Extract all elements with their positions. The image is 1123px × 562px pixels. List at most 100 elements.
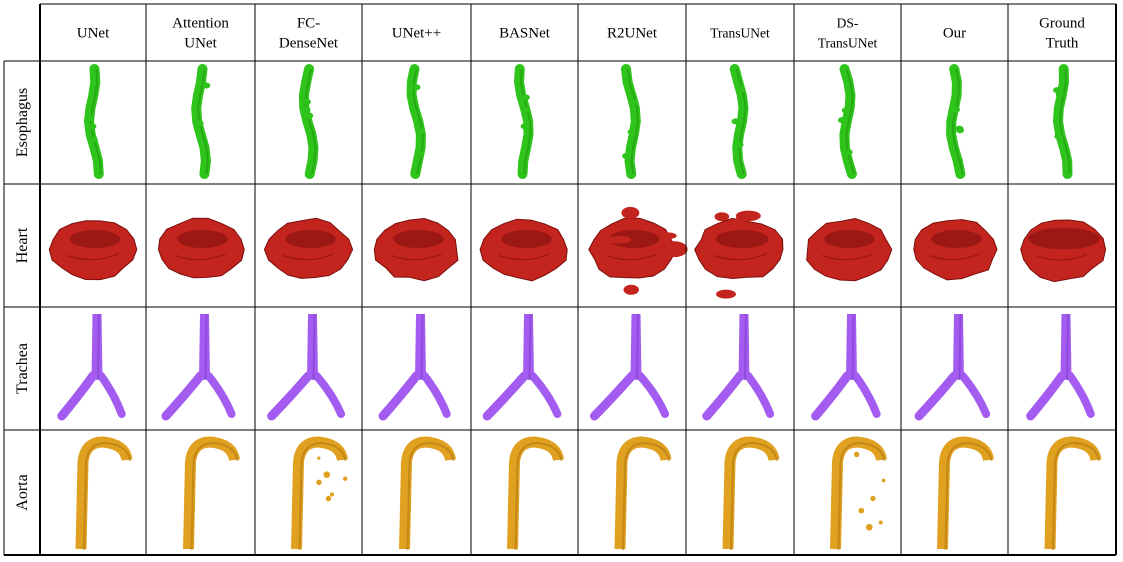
trachea-shade	[851, 313, 855, 380]
heart-cell-attention-unet	[157, 217, 245, 279]
esophagus-cell-ds-transunet	[837, 64, 857, 179]
aorta-shape	[722, 436, 780, 550]
esophagus-bump	[837, 117, 846, 124]
trachea-cell-fc-densenet	[267, 313, 346, 421]
trachea-cell-ds-transunet	[811, 313, 881, 421]
esophagus-bump	[735, 141, 744, 148]
trachea-right-branch	[958, 371, 991, 418]
aorta-fragment	[317, 456, 321, 460]
heart-top-shade	[177, 230, 228, 248]
heart-shape	[694, 217, 784, 280]
esophagus-shape	[514, 64, 534, 179]
trachea-left-branch	[161, 371, 205, 421]
heart-shape	[588, 217, 677, 279]
esophagus-bump	[1053, 87, 1062, 94]
heart-fold	[1036, 253, 1088, 261]
column-header-line: UNet++	[392, 26, 441, 42]
esophagus-shape	[298, 64, 319, 179]
esophagus-bump	[627, 128, 636, 135]
column-header-line: Attention	[172, 16, 229, 32]
heart-fold	[606, 253, 658, 261]
aorta-fragment	[325, 495, 332, 502]
aorta-fragment	[342, 476, 348, 481]
trachea-left-branch	[57, 371, 98, 421]
aorta-shade	[514, 441, 563, 551]
trachea-shade	[528, 313, 532, 380]
esophagus-bump	[521, 94, 530, 101]
heart-fragment	[741, 268, 760, 276]
column-header-r2unet: R2UNet	[607, 26, 658, 42]
heart-cell-unet	[48, 220, 138, 281]
trachea-shade	[204, 313, 208, 380]
column-header-line: BASNet	[499, 26, 551, 42]
esophagus-shape	[946, 64, 966, 179]
esophagus-bump	[1054, 133, 1063, 140]
row-label-aorta: Aorta	[14, 474, 31, 510]
trachea-right-branch	[420, 371, 451, 418]
esophagus-shade	[519, 68, 532, 175]
heart-fragment	[716, 289, 736, 299]
aorta-shape	[1044, 436, 1102, 550]
trachea-left-branch	[589, 371, 637, 421]
heart-top-shade	[285, 230, 336, 248]
heart-fragment	[714, 212, 730, 222]
aorta-shape	[291, 436, 348, 550]
trachea-main	[415, 314, 426, 380]
trachea-cell-attention-unet	[161, 313, 236, 421]
esophagus-bump	[521, 106, 530, 113]
aorta-cell-basnet	[507, 436, 564, 551]
aorta-shade	[190, 441, 239, 551]
esophagus-shade	[1058, 68, 1071, 175]
esophagus-cell-basnet	[514, 64, 534, 179]
esophagus-shape	[839, 64, 857, 179]
aorta-shade	[83, 441, 131, 551]
trachea-right-branch	[1066, 371, 1095, 418]
esophagus-shade	[735, 68, 747, 175]
trachea-right-branch	[851, 371, 881, 418]
trachea-right-branch	[204, 371, 236, 418]
aorta-fragment	[329, 492, 334, 497]
heart-fold	[391, 253, 442, 261]
aorta-cell-transunet	[722, 436, 780, 551]
esophagus-bump	[86, 115, 95, 122]
trachea-right-branch	[636, 371, 670, 418]
trachea-shade	[420, 313, 424, 380]
table-grid-lines	[3, 3, 1117, 556]
trachea-main	[91, 314, 103, 380]
heart-cell-fc-densenet	[263, 217, 354, 279]
trachea-shade	[958, 313, 962, 380]
heart-fold	[499, 253, 550, 261]
heart-top-shade	[1028, 227, 1100, 250]
column-header-line: TransUNet	[818, 36, 878, 51]
trachea-right-branch	[528, 371, 562, 418]
column-header-basnet: BASNet	[499, 26, 551, 42]
column-header-line: R2UNet	[607, 26, 658, 42]
esophagus-cell-unet	[406, 64, 426, 179]
heart-shape	[157, 217, 245, 279]
heart-top-shade	[501, 230, 552, 248]
trachea-main	[1060, 314, 1072, 380]
aorta-cell-unet	[75, 436, 133, 551]
heart-fragment	[623, 284, 639, 295]
esophagus-bump	[416, 128, 425, 135]
trachea-left-branch	[702, 371, 745, 421]
trachea-left-branch	[1026, 371, 1067, 421]
aorta-shape	[937, 436, 994, 550]
column-header-our: Our	[943, 26, 966, 42]
aorta-shape	[507, 436, 564, 550]
heart-top-shade	[608, 230, 660, 248]
column-header-unet: UNet	[77, 26, 110, 42]
trachea-main	[199, 314, 210, 380]
trachea-shade	[1066, 313, 1069, 380]
trachea-right-branch	[312, 371, 346, 418]
heart-fragment	[621, 206, 640, 219]
heart-shape	[913, 219, 998, 281]
esophagus-cell-ground-truth	[1053, 64, 1073, 179]
aorta-fragment	[858, 507, 865, 514]
esophagus-bump	[841, 107, 850, 114]
aorta-shape	[183, 436, 240, 550]
column-header-ground-truth: Ground Truth	[1039, 16, 1085, 52]
trachea-main	[738, 314, 750, 380]
heart-top-shade	[931, 230, 982, 248]
aorta-fragment	[881, 478, 886, 483]
